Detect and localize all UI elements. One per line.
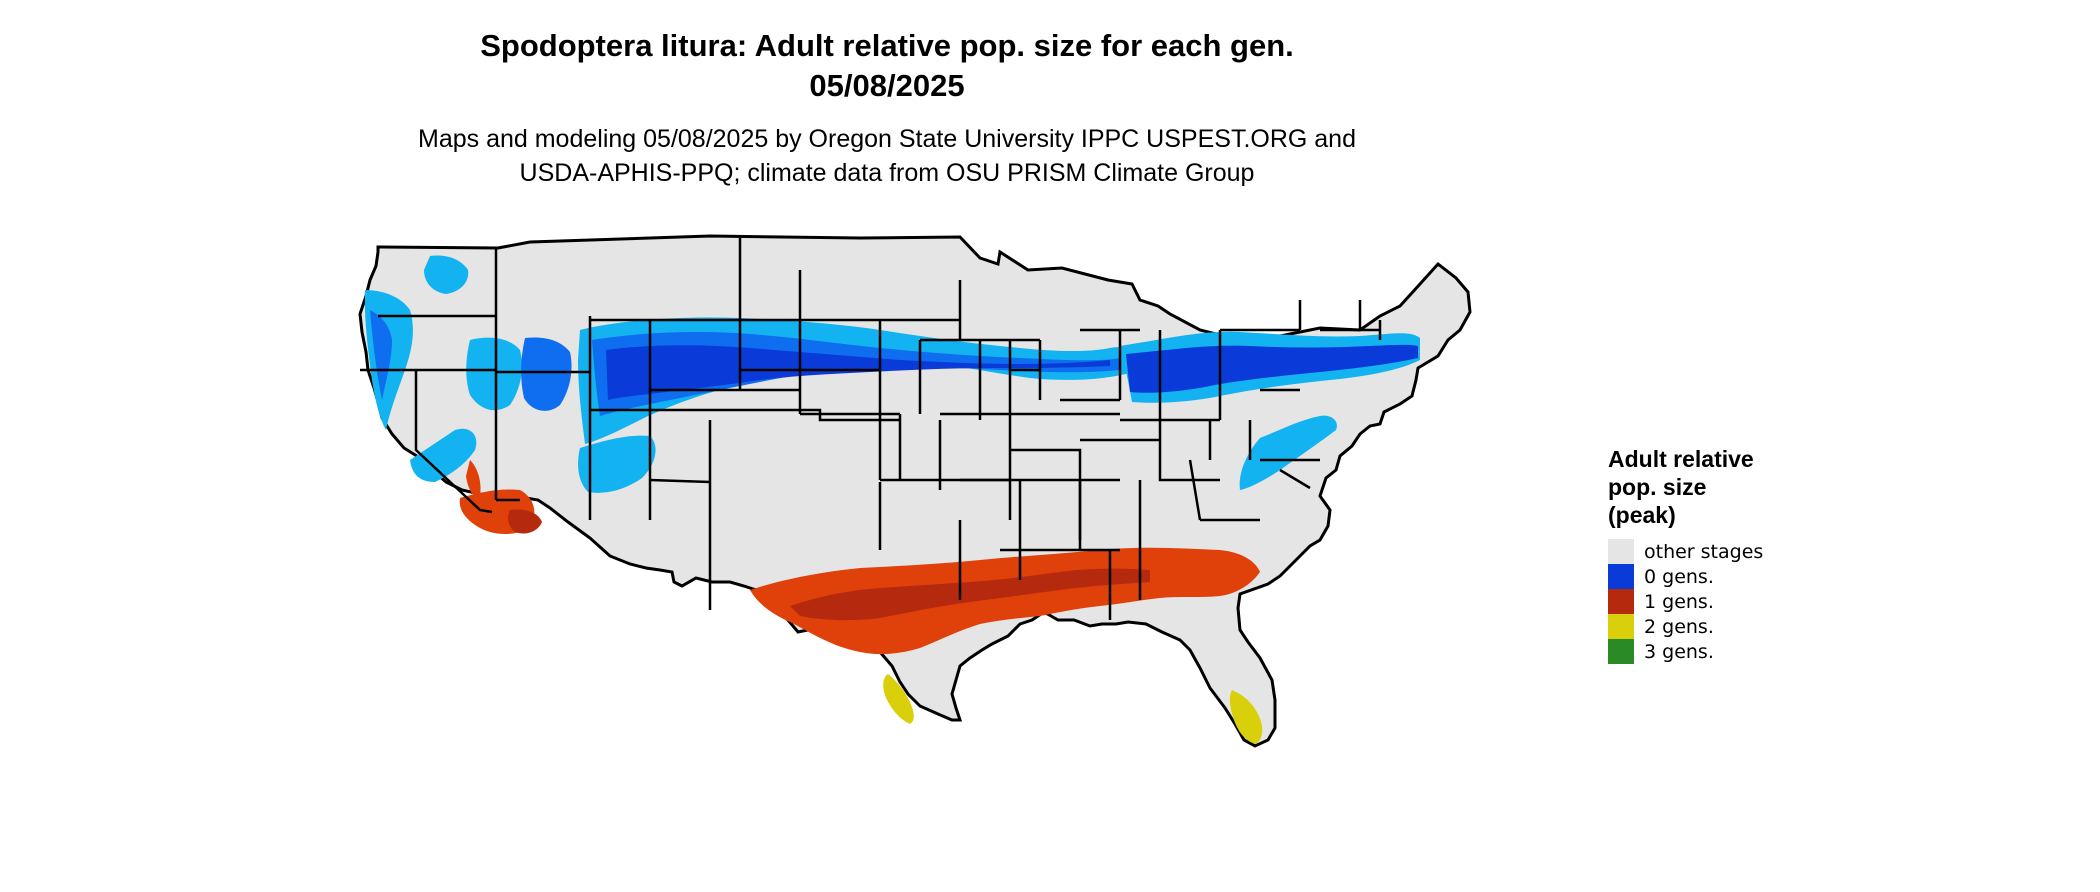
zone-0-gens xyxy=(364,255,1420,493)
state-borders xyxy=(360,236,1382,620)
legend-label: other stages xyxy=(1644,540,1764,563)
legend-item-3-gens: 3 gens. xyxy=(1608,639,1908,664)
legend-title-line-2: pop. size xyxy=(1608,474,1707,500)
map-legend: Adult relative pop. size (peak) other st… xyxy=(1608,445,1908,664)
zone-2-gens xyxy=(883,674,1263,744)
legend-title-line-1: Adult relative xyxy=(1608,446,1754,472)
legend-label: 3 gens. xyxy=(1644,640,1714,663)
legend-item-2-gens: 2 gens. xyxy=(1608,614,1908,639)
legend-swatch-3-gens xyxy=(1608,639,1634,664)
legend-label: 1 gens. xyxy=(1644,590,1714,613)
legend-item-1-gens: 1 gens. xyxy=(1608,589,1908,614)
legend-item-0-gens: 0 gens. xyxy=(1608,564,1908,589)
legend-swatch-1-gens xyxy=(1608,589,1634,614)
us-land xyxy=(358,234,1472,748)
subtitle-line-2: USDA-APHIS-PPQ; climate data from OSU PR… xyxy=(519,159,1255,187)
us-map xyxy=(358,234,1472,748)
title-date: 05/08/2025 xyxy=(809,68,965,103)
legend-title: Adult relative pop. size (peak) xyxy=(1608,445,1908,529)
legend-swatch-other-stages xyxy=(1608,539,1634,564)
legend-title-line-3: (peak) xyxy=(1608,502,1676,528)
subtitle-line-1: Maps and modeling 05/08/2025 by Oregon S… xyxy=(418,125,1356,153)
legend-label: 0 gens. xyxy=(1644,565,1714,588)
title-line-1: Spodoptera litura: Adult relative pop. s… xyxy=(480,28,1294,63)
legend-swatch-2-gens xyxy=(1608,614,1634,639)
legend-swatch-0-gens xyxy=(1608,564,1634,589)
legend-label: 2 gens. xyxy=(1644,615,1714,638)
legend-item-other-stages: other stages xyxy=(1608,539,1908,564)
